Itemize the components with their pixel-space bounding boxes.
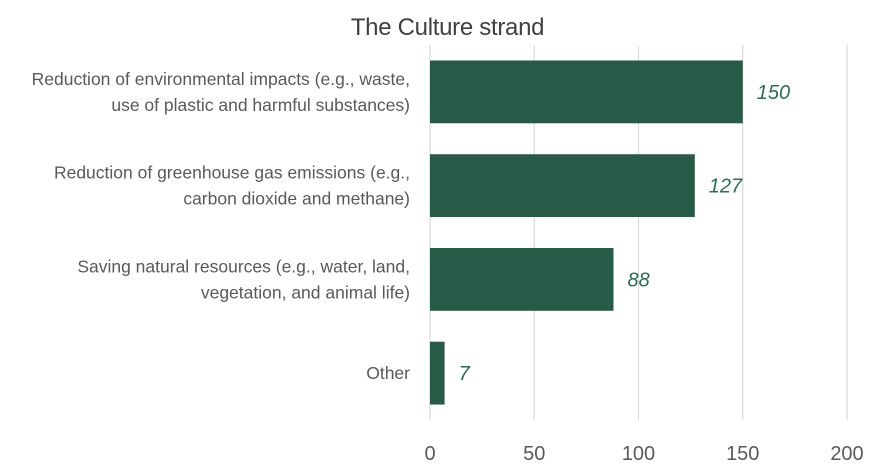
x-tick-label: 100: [622, 443, 655, 465]
bar: [430, 60, 743, 124]
x-tick-label: 50: [523, 443, 545, 465]
data-label: 7: [459, 363, 471, 385]
category-label: Reduction of greenhouse gas emissions (e…: [54, 163, 410, 209]
x-tick-label: 150: [726, 443, 759, 465]
bar: [430, 341, 445, 405]
x-axis-ticks: 0 50 100 150 200: [424, 443, 863, 465]
x-tick-label: 200: [830, 443, 863, 465]
data-labels: 150 127 88 7: [459, 82, 791, 385]
x-tick-label: 0: [424, 443, 435, 465]
category-label: Saving natural resources (e.g., water, l…: [77, 256, 410, 302]
data-label: 88: [627, 269, 649, 291]
bar: [430, 154, 695, 218]
category-label: Reduction of environmental impacts (e.g.…: [32, 69, 410, 115]
category-label: Other: [366, 363, 410, 383]
bar: [430, 247, 614, 311]
bars: [430, 60, 743, 405]
chart-title: The Culture strand: [350, 14, 545, 41]
data-label: 127: [709, 176, 743, 198]
data-label: 150: [757, 82, 790, 104]
category-labels: Reduction of environmental impacts (e.g.…: [32, 69, 411, 383]
